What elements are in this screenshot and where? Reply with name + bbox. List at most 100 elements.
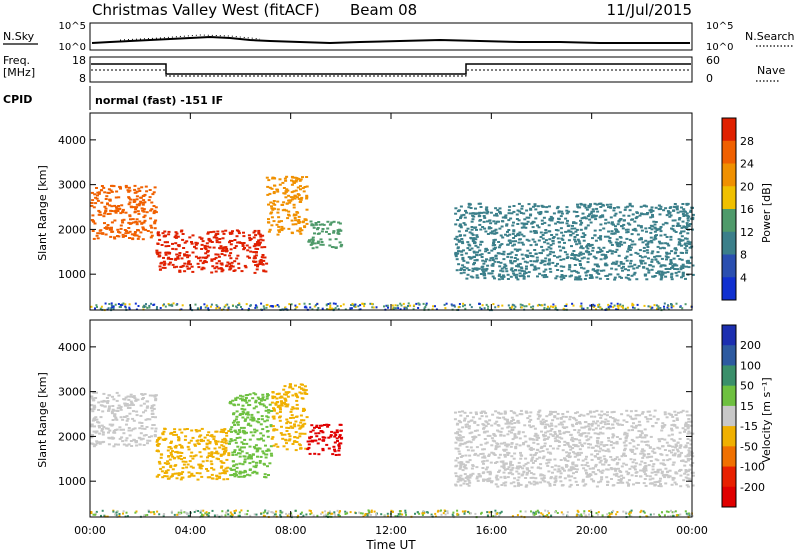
velocity-echo-cell — [475, 466, 478, 468]
power-echo-cell — [164, 235, 167, 237]
power-echo-cell — [308, 241, 311, 243]
velocity-echo-cell — [507, 423, 510, 425]
power-echo-cell — [589, 277, 592, 279]
velocity-echo-cell — [154, 416, 157, 418]
velocity-echo-cell — [586, 462, 589, 464]
nave-tick-top: 60 — [706, 54, 720, 67]
power-echo-cell — [650, 237, 653, 239]
velocity-echo-cell — [458, 450, 461, 452]
power-echo-cell — [655, 234, 658, 236]
power-echo-cell — [405, 307, 407, 309]
power-echo-cell — [683, 230, 686, 232]
power-echo-cell — [267, 304, 269, 306]
velocity-echo-cell — [610, 478, 613, 480]
power-echo-cell — [634, 307, 636, 309]
velocity-echo-cell — [671, 484, 674, 486]
velocity-echo-cell — [556, 448, 559, 450]
velocity-echo-cell — [500, 413, 503, 415]
power-echo-cell — [564, 218, 567, 220]
velocity-echo-cell — [549, 411, 552, 413]
power-echo-cell — [472, 234, 475, 236]
velocity-echo-cell — [599, 417, 602, 419]
velocity-echo-cell — [571, 463, 574, 465]
power-echo-cell — [478, 250, 481, 252]
velocity-echo-cell — [589, 436, 592, 438]
velocity-echo-cell — [244, 456, 247, 458]
velocity-echo-cell — [651, 425, 654, 427]
velocity-echo-cell — [513, 485, 516, 487]
velocity-echo-cell — [567, 511, 569, 513]
power-echo-cell — [607, 222, 610, 224]
power-echo-cell — [234, 269, 237, 271]
power-echo-cell — [528, 240, 531, 242]
power-echo-cell — [580, 229, 583, 231]
velocity-echo-cell — [527, 445, 530, 447]
velocity-echo-cell — [569, 434, 572, 436]
power-echo-cell — [387, 305, 389, 307]
velocity-echo-cell — [504, 469, 507, 471]
power-echo-cell — [578, 243, 581, 245]
power-echo-cell — [261, 263, 264, 265]
velocity-echo-cell — [302, 424, 305, 426]
power-echo-cell — [502, 253, 505, 255]
velocity-echo-cell — [629, 442, 632, 444]
velocity-echo-cell — [640, 461, 643, 463]
power-echo-cell — [454, 207, 457, 209]
velocity-echo-cell — [627, 414, 630, 416]
power-echo-cell — [208, 239, 211, 241]
power-echo-cell — [662, 247, 665, 249]
power-echo-cell — [494, 255, 497, 257]
velocity-echo-cell — [480, 412, 483, 414]
velocity-echo-cell — [164, 462, 167, 464]
velocity-echo-cell — [265, 406, 268, 408]
velocity-echo-cell — [555, 480, 558, 482]
power-echo-cell — [684, 243, 687, 245]
power-echo-cell — [670, 267, 673, 269]
power-echo-cell — [519, 263, 522, 265]
power-echo-cell — [687, 220, 690, 222]
power-echo-cell — [312, 239, 315, 241]
velocity-echo-cell — [686, 442, 689, 444]
power-echo-cell — [544, 307, 546, 309]
velocity-echo-cell — [549, 485, 552, 487]
power-echo-cell — [687, 217, 690, 219]
power-echo-cell — [160, 262, 163, 264]
velocity-echo-cell — [656, 481, 659, 483]
power-echo-cell — [557, 218, 560, 220]
power-echo-cell — [472, 216, 475, 218]
nsky-tick-top: 10^5 — [59, 21, 86, 32]
power-echo-cell — [670, 276, 673, 278]
velocity-echo-cell — [553, 416, 556, 418]
velocity-echo-cell — [553, 458, 556, 460]
power-echo-cell — [660, 278, 663, 280]
velocity-echo-cell — [580, 414, 583, 416]
power-echo-cell — [218, 307, 220, 309]
velocity-echo-cell — [651, 483, 654, 485]
velocity-echo-cell — [688, 479, 691, 481]
velocity-echo-cell — [326, 426, 329, 428]
velocity-echo-cell — [211, 474, 214, 476]
velocity-echo-cell — [235, 442, 238, 444]
velocity-echo-cell — [490, 425, 493, 427]
power-echo-cell — [494, 223, 497, 225]
velocity-echo-cell — [180, 458, 183, 460]
power-echo-cell — [608, 240, 611, 242]
power-echo-cell — [291, 184, 294, 186]
velocity-echo-cell — [317, 432, 320, 434]
velocity-echo-cell — [275, 404, 278, 406]
power-echo-cell — [541, 220, 544, 222]
power-echo-cell — [598, 251, 601, 253]
power-echo-cell — [120, 204, 123, 206]
velocity-echo-cell — [626, 435, 629, 437]
velocity-echo-cell — [279, 397, 282, 399]
power-echo-cell — [295, 190, 298, 192]
power-echo-cell — [261, 256, 264, 258]
power-echo-cell — [182, 247, 185, 249]
power-echo-cell — [673, 268, 676, 270]
velocity-echo-cell — [680, 460, 683, 462]
power-echo-cell — [574, 241, 577, 243]
velocity-echo-cell — [599, 462, 602, 464]
velocity-echo-cell — [102, 441, 105, 443]
power-echo-cell — [320, 238, 323, 240]
power-echo-cell — [535, 244, 538, 246]
